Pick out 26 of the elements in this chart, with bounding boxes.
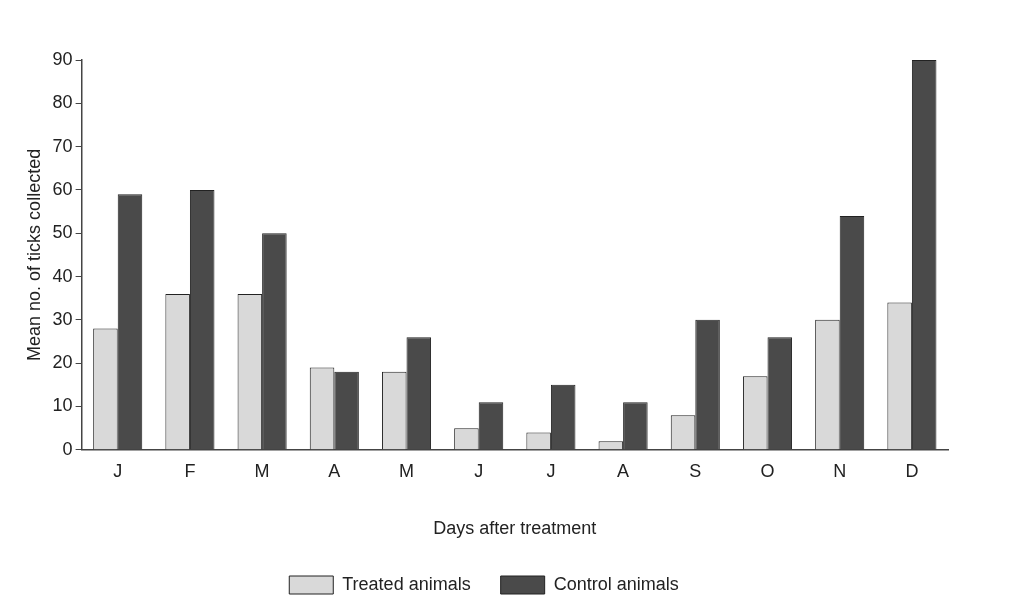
y-axis-title: Mean no. of ticks collected (23, 148, 44, 361)
x-tick-label: J (474, 460, 484, 481)
x-tick-label: J (546, 460, 556, 481)
legend-label: Control animals (553, 573, 679, 594)
y-tick-label: 80 (52, 92, 73, 113)
y-tick-label: 30 (52, 308, 73, 329)
y-tick-label: 0 (62, 438, 73, 459)
y-tick-label: 70 (52, 135, 73, 156)
x-tick-label: M (254, 460, 270, 481)
x-tick-label: F (184, 460, 196, 481)
legend-label: Treated animals (342, 573, 471, 594)
x-tick-label: A (328, 460, 341, 481)
y-tick-label: 90 (52, 48, 73, 69)
x-tick-label: A (617, 460, 630, 481)
x-tick-label: J (113, 460, 123, 481)
x-tick-label: M (399, 460, 415, 481)
x-axis-title: Days after treatment (433, 518, 597, 539)
x-tick-label: S (689, 460, 702, 481)
y-tick-label: 20 (52, 352, 73, 373)
x-tick-label: O (760, 460, 775, 481)
y-tick-label: 60 (52, 178, 73, 199)
y-tick-label: 10 (52, 395, 73, 416)
x-tick-label: D (905, 460, 919, 481)
y-tick-label: 50 (52, 222, 73, 243)
y-tick-label: 40 (52, 265, 73, 286)
x-tick-label: N (833, 460, 847, 481)
